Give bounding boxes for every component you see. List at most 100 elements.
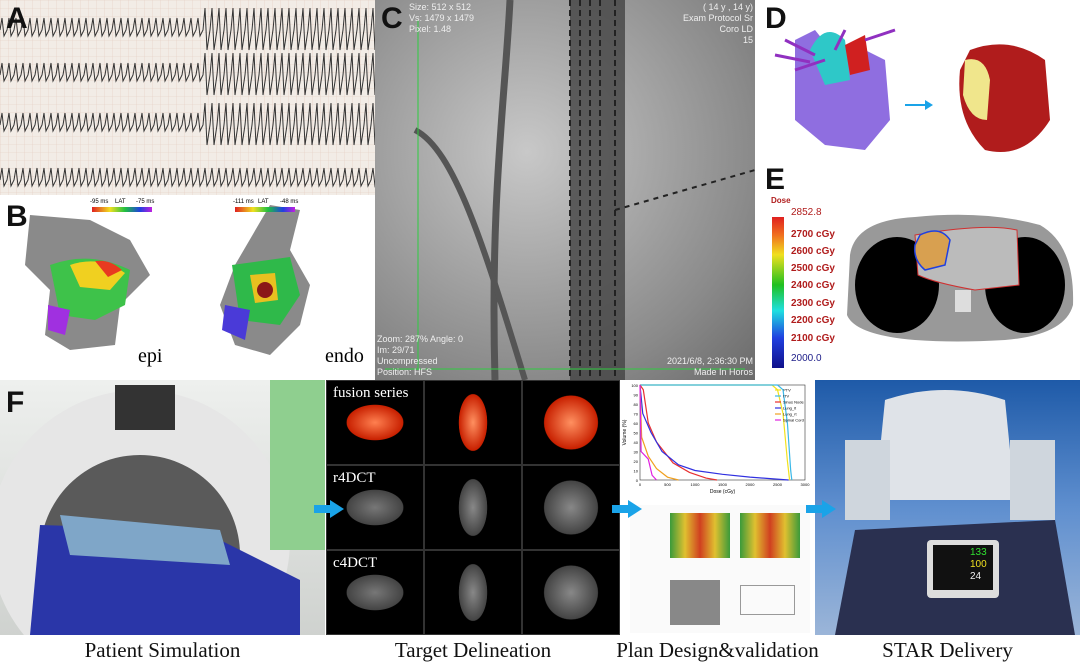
gamma-map-1 — [670, 513, 730, 558]
heart-3d-models — [774, 28, 1050, 152]
y-tick-label: 70 — [634, 412, 639, 417]
caption-star-delivery: STAR Delivery — [882, 638, 1013, 662]
dose-tick: 2700 cGy — [791, 229, 835, 240]
ct-fusion-sagittal — [424, 380, 522, 465]
ct-fusion-axial: fusion series — [326, 380, 424, 465]
y-tick-label: 40 — [634, 440, 639, 445]
y-tick-label: 30 — [634, 450, 639, 455]
x-tick-label: 1500 — [718, 482, 728, 487]
endo-label: endo — [325, 345, 364, 367]
overlay-compression: Uncompressed — [377, 356, 438, 366]
overlay-series: Coro LD — [719, 24, 753, 34]
dose-tick: 2400 cGy — [791, 280, 835, 291]
x-tick-label: 2000 — [746, 482, 756, 487]
y-tick-label: 50 — [634, 431, 639, 436]
caption-patient-simulation: Patient Simulation — [84, 638, 241, 662]
epi-label: epi — [138, 345, 163, 367]
legend-entry: Sinus Node — [783, 400, 804, 405]
dose-tick: 2500 cGy — [791, 263, 835, 274]
overlay-position: Position: HFS — [377, 367, 433, 377]
epi-scale-min: -95 ms — [90, 199, 109, 205]
row-label-fusion: fusion series — [333, 385, 409, 401]
dose-max: 2852.8 — [791, 207, 822, 218]
ecg-lead-trace — [0, 7, 375, 51]
caption-target-delineation: Target Delineation — [394, 638, 552, 662]
row-label-c4dct: c4DCT — [333, 555, 378, 571]
ecg-lead-trace — [0, 52, 375, 96]
plan-design-panel: 0 10 20 30 40 50 60 70 80 90 100 0 500 1000 1500 2000 25… — [620, 380, 815, 635]
y-tick-label: 10 — [634, 469, 639, 474]
ecg-lead-trace — [0, 102, 375, 146]
dvh-series-line — [639, 384, 718, 481]
patient-simulation-photo — [0, 380, 325, 635]
y-tick-label: 20 — [634, 459, 639, 464]
ct-scanner-image — [0, 380, 325, 635]
legend-entry: Spinal Cord — [783, 418, 804, 423]
x-tick-label: 2500 — [773, 482, 783, 487]
overlay-zoom: Zoom: 287% Angle: 0 — [377, 334, 464, 344]
epi-scale-title: LAT — [115, 199, 126, 205]
ct-c4dct-coronal — [522, 550, 620, 635]
arrow-icon — [806, 500, 836, 518]
endo-scale-max: -48 ms — [280, 199, 299, 205]
ecg-lead-trace — [0, 167, 375, 188]
monitor-spo2: 100 — [970, 559, 987, 570]
legend-entry: PTV — [783, 388, 791, 393]
ct-dose-slice — [847, 214, 1074, 342]
panel-label-c: C — [381, 2, 403, 35]
y-axis-label: Volume (%) — [622, 419, 628, 445]
overlay-image-index: Im: 29/71 — [377, 345, 415, 355]
overlay-number: 15 — [742, 35, 753, 45]
overlay-protocol: Exam Protocol Sr — [682, 13, 753, 23]
ct-fusion-coronal — [522, 380, 620, 465]
arrow-icon — [314, 500, 344, 518]
arrow-icon — [612, 500, 642, 518]
dose-min: 2000.0 — [791, 353, 822, 364]
dvh-series-line — [639, 384, 679, 481]
caption-plan-design: Plan Design&validation — [616, 638, 819, 662]
overlay-pixel: Pixel: 1.48 — [409, 24, 452, 34]
dvh-series-line — [640, 384, 793, 481]
gamma-map-2 — [740, 513, 800, 558]
panel-label-a: A — [6, 2, 28, 35]
panel-b-maps: -95 ms LAT -75 ms -111 ms LAT -48 ms epi… — [0, 195, 375, 380]
ecg-traces — [0, 0, 375, 195]
plan-report-page — [630, 505, 810, 633]
overlay-age: ( 14 y , 14 y) — [702, 2, 753, 12]
ct-r4dct-coronal — [522, 465, 620, 550]
profile-plot — [740, 585, 795, 615]
panel-d-heart-model — [755, 0, 1080, 165]
x-tick-label: 1000 — [691, 482, 701, 487]
star-delivery-photo: 133 100 24 — [815, 380, 1080, 635]
ct-c4dct-axial: c4DCT — [326, 550, 424, 635]
fluoroscopy-image — [385, 0, 755, 380]
ct-c4dct-sagittal — [424, 550, 522, 635]
dose-tick: 2300 cGy — [791, 298, 835, 309]
epi-scale-max: -75 ms — [136, 199, 155, 205]
panel-e-dose: Dose 2852.8 2700 cGy 2600 cGy 2500 cGy 2… — [755, 165, 1080, 380]
panel-label-f: F — [6, 386, 25, 419]
dose-tick: 2200 cGy — [791, 315, 835, 326]
panel-a-ecg — [0, 0, 375, 195]
panel-c-fluoroscopy: Size: 512 x 512 Vs: 1479 x 1479 Pixel: 1… — [375, 0, 755, 380]
y-tick-label: 0 — [636, 478, 639, 483]
x-tick-label: 0 — [639, 482, 642, 487]
legend-entry: Lung_lt — [783, 406, 797, 411]
overlay-datetime: 2021/6/8, 2:36:30 PM — [666, 356, 753, 366]
linac-image — [835, 390, 1075, 635]
legend-entry: Lung_rt — [783, 412, 797, 417]
monitor-hr: 133 — [970, 547, 987, 558]
legend-entry: ITV — [783, 394, 790, 399]
dvh-series-line — [639, 384, 789, 481]
target-delineation-grid: fusion series r4DCT c4DCT — [326, 380, 620, 635]
row-label-r4dct: r4DCT — [333, 470, 376, 486]
electroanatomic-maps — [25, 205, 310, 355]
overlay-vs: Vs: 1479 x 1479 — [409, 13, 475, 23]
overlay-made-in: Made In Horos — [693, 367, 753, 377]
dose-legend-title: Dose — [771, 196, 791, 205]
x-tick-label: 500 — [664, 482, 671, 487]
y-tick-label: 80 — [634, 402, 639, 407]
dose-colorbar — [772, 217, 784, 368]
x-axis-label: Dose (cGy) — [710, 489, 736, 495]
